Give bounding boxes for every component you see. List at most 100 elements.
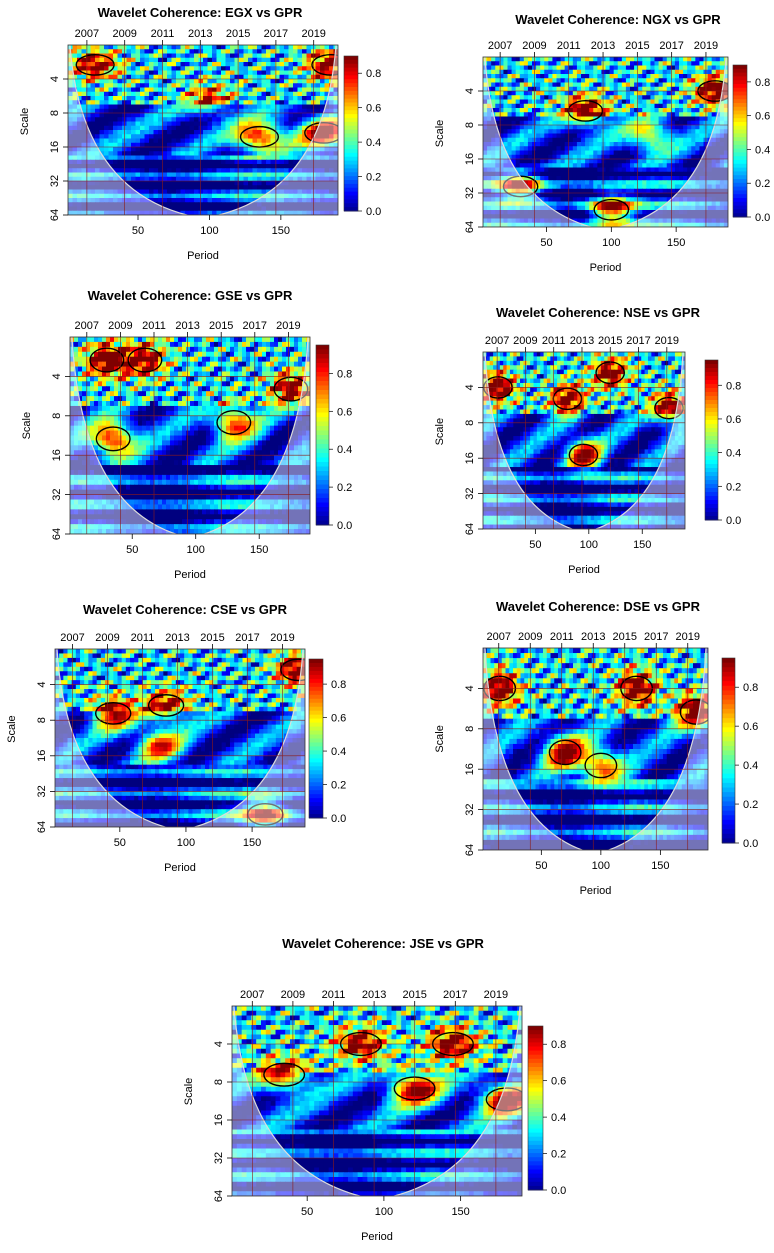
x-axis-label: Period <box>580 885 612 897</box>
significance-contour <box>568 443 599 467</box>
chart-title: Wavelet Coherence: EGX vs GPR <box>98 5 303 20</box>
cone-of-influence <box>68 45 338 215</box>
heatmap-field <box>70 337 310 534</box>
top-tick-label: 2019 <box>301 28 325 40</box>
significance-contour <box>216 409 252 436</box>
colorbar-tick-label: 0.0 <box>726 515 741 527</box>
top-tick-label: 2007 <box>488 40 512 52</box>
y-tick-label: 4 <box>51 373 63 379</box>
y-tick-label: 4 <box>213 1041 225 1047</box>
colorbar-tick-label: 0.2 <box>755 178 770 190</box>
colorbar-tick-label: 0.8 <box>366 68 381 80</box>
top-tick-label: 2019 <box>276 320 300 332</box>
y-tick-label: 16 <box>49 141 61 153</box>
cone-of-influence <box>483 648 708 850</box>
top-tick-label: 2007 <box>60 632 84 644</box>
plot-frame <box>482 351 686 530</box>
y-tick-label: 8 <box>464 122 476 128</box>
y-axis-label: Scale <box>6 715 18 743</box>
x-axis-label: Period <box>568 564 600 576</box>
x-tick-label: 50 <box>126 544 138 556</box>
cone-of-influence <box>232 1006 522 1196</box>
y-tick-label: 4 <box>464 685 476 691</box>
cone-of-influence <box>70 337 310 534</box>
chart-3: Wavelet Coherence: GSE vs GPR 2007 2009 201… <box>21 288 352 581</box>
x-tick-label: 100 <box>177 837 195 849</box>
top-tick-label: 2015 <box>200 632 224 644</box>
x-tick-label: 50 <box>529 539 541 551</box>
x-tick-label: 100 <box>200 225 218 237</box>
heatmap-field <box>483 648 708 850</box>
y-tick-label: 64 <box>464 844 476 856</box>
top-tick-label: 2011 <box>557 40 581 52</box>
x-tick-label: 150 <box>633 539 651 551</box>
y-tick-label: 8 <box>49 110 61 116</box>
top-tick-label: 2015 <box>402 989 426 1001</box>
plot-frame <box>231 1005 523 1197</box>
colorbar: 0.0 0.2 0.4 0.6 0.8 <box>315 344 352 532</box>
significance-contour <box>567 99 604 122</box>
top-tick-label: 2007 <box>75 320 99 332</box>
y-tick-label: 32 <box>464 487 476 499</box>
colorbar-tick-label: 0.2 <box>551 1149 566 1161</box>
significance-contour <box>127 347 163 373</box>
top-tick-label: 2009 <box>112 28 136 40</box>
colorbar-tick-label: 0.0 <box>755 212 770 224</box>
coi-line <box>71 337 309 534</box>
significance-contour <box>89 347 125 373</box>
significance-contour <box>280 658 305 682</box>
y-tick-label: 8 <box>464 726 476 732</box>
x-tick-label: 50 <box>132 225 144 237</box>
y-tick-label: 16 <box>464 153 476 165</box>
heatmap-field <box>483 57 728 227</box>
colorbar-tick-label: 0.0 <box>743 838 758 850</box>
colorbar-tick-label: 0.0 <box>337 520 352 532</box>
top-tick-label: 2013 <box>591 40 615 52</box>
x-tick-label: 50 <box>114 837 126 849</box>
top-tick-label: 2009 <box>108 320 132 332</box>
colorbar-tick-label: 0.0 <box>551 1185 566 1197</box>
y-tick-label: 16 <box>464 763 476 775</box>
colorbar-tick-label: 0.6 <box>743 721 758 733</box>
coi-line <box>484 352 684 529</box>
top-tick-label: 2009 <box>518 631 542 643</box>
colorbar-tick-label: 0.4 <box>551 1112 566 1124</box>
x-tick-label: 50 <box>540 237 552 249</box>
x-tick-label: 100 <box>580 539 598 551</box>
plot-frame <box>67 44 339 216</box>
y-tick-label: 8 <box>51 413 63 419</box>
significance-contour <box>95 701 132 725</box>
y-axis-label: Scale <box>21 412 33 440</box>
x-tick-label: 50 <box>535 860 547 872</box>
heatmap-field <box>68 45 338 215</box>
colorbar-tick-label: 0.8 <box>331 679 346 691</box>
top-tick-label: 2013 <box>362 989 386 1001</box>
top-tick-label: 2009 <box>281 989 305 1001</box>
y-axis-label: Scale <box>19 108 31 136</box>
y-tick-label: 4 <box>36 682 48 688</box>
y-tick-label: 32 <box>464 187 476 199</box>
y-tick-label: 32 <box>49 175 61 187</box>
significance-contour <box>485 1087 522 1112</box>
colorbar-tick-label: 0.8 <box>337 368 352 380</box>
y-tick-label: 16 <box>213 1114 225 1126</box>
colorbar-tick-label: 0.0 <box>366 206 381 218</box>
y-tick-label: 64 <box>464 523 476 535</box>
coi-line <box>233 1006 521 1196</box>
colorbar-tick-label: 0.6 <box>366 103 381 115</box>
top-tick-label: 2015 <box>209 320 233 332</box>
y-tick-label: 4 <box>464 88 476 94</box>
chart-title: Wavelet Coherence: NGX vs GPR <box>515 12 721 27</box>
top-tick-label: 2011 <box>322 989 346 1001</box>
x-tick-label: 50 <box>301 1206 313 1218</box>
coi-line <box>484 648 707 850</box>
coi-line <box>56 649 304 827</box>
x-axis-label: Period <box>174 569 206 581</box>
colorbar-tick-label: 0.6 <box>726 414 741 426</box>
x-tick-label: 100 <box>375 1206 393 1218</box>
top-tick-label: 2007 <box>240 989 264 1001</box>
y-tick-label: 16 <box>51 449 63 461</box>
top-tick-label: 2015 <box>613 631 637 643</box>
heatmap-field <box>483 352 685 529</box>
top-tick-label: 2009 <box>95 632 119 644</box>
